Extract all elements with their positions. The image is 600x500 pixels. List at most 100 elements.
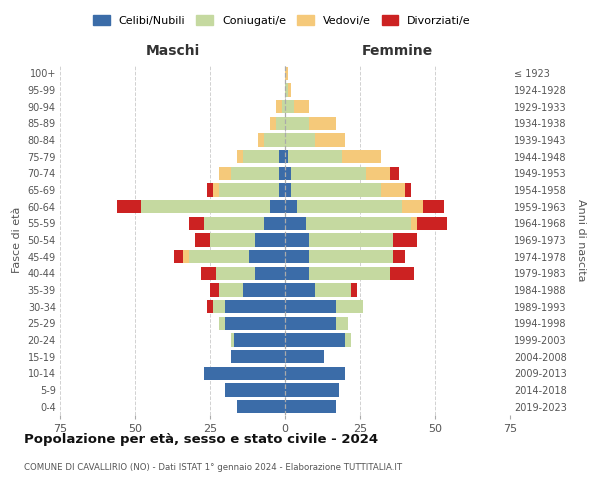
Bar (189, 216, 204, 230)
Bar (285, 66, 288, 80)
Bar (225, 300, 285, 314)
Bar (207, 184, 213, 196)
Bar (285, 150, 288, 164)
Bar (249, 250, 285, 264)
Bar (390, 166, 399, 180)
Bar (201, 266, 216, 280)
Bar (231, 334, 234, 346)
Bar (393, 250, 405, 264)
Bar (216, 266, 255, 280)
Bar (285, 284, 315, 296)
Bar (255, 234, 285, 246)
Bar (204, 366, 285, 380)
Bar (366, 166, 390, 180)
Bar (288, 84, 291, 96)
Bar (213, 184, 219, 196)
Bar (270, 116, 276, 130)
Bar (219, 184, 279, 196)
Bar (279, 166, 285, 180)
Bar (210, 284, 219, 296)
Bar (402, 200, 423, 213)
Bar (405, 184, 411, 196)
Bar (117, 200, 141, 213)
Bar (183, 250, 189, 264)
Bar (219, 166, 231, 180)
Bar (411, 216, 417, 230)
Bar (390, 266, 414, 280)
Bar (297, 200, 402, 213)
Text: COMUNE DI CAVALLIRIO (NO) - Dati ISTAT 1° gennaio 2024 - Elaborazione TUTTITALIA: COMUNE DI CAVALLIRIO (NO) - Dati ISTAT 1… (24, 462, 402, 471)
Bar (195, 234, 210, 246)
Bar (285, 250, 309, 264)
Bar (243, 284, 285, 296)
Y-axis label: Anni di nascita: Anni di nascita (577, 198, 586, 281)
Bar (285, 366, 345, 380)
Bar (282, 100, 285, 114)
Bar (294, 100, 309, 114)
Bar (285, 134, 315, 146)
Bar (210, 234, 255, 246)
Bar (381, 184, 405, 196)
Bar (336, 316, 348, 330)
Bar (345, 334, 351, 346)
Bar (291, 166, 366, 180)
Bar (279, 184, 285, 196)
Bar (243, 150, 279, 164)
Bar (393, 234, 417, 246)
Bar (336, 300, 363, 314)
Bar (285, 316, 336, 330)
Bar (276, 100, 282, 114)
Bar (189, 250, 249, 264)
Bar (315, 284, 351, 296)
Bar (276, 116, 285, 130)
Bar (285, 400, 336, 413)
Bar (237, 150, 243, 164)
Bar (174, 250, 183, 264)
Bar (285, 300, 336, 314)
Bar (309, 234, 393, 246)
Bar (285, 116, 309, 130)
Bar (285, 200, 297, 213)
Bar (219, 316, 225, 330)
Bar (264, 216, 285, 230)
Bar (225, 384, 285, 396)
Bar (306, 216, 411, 230)
Bar (207, 300, 213, 314)
Bar (291, 184, 381, 196)
Bar (231, 350, 285, 364)
Legend: Celibi/Nubili, Coniugati/e, Vedovi/e, Divorziati/e: Celibi/Nubili, Coniugati/e, Vedovi/e, Di… (89, 10, 475, 30)
Bar (288, 150, 342, 164)
Bar (285, 84, 288, 96)
Bar (141, 200, 270, 213)
Bar (342, 150, 381, 164)
Bar (309, 250, 393, 264)
Bar (315, 134, 345, 146)
Bar (264, 134, 285, 146)
Bar (204, 216, 264, 230)
Bar (285, 334, 345, 346)
Text: Maschi: Maschi (145, 44, 200, 59)
Bar (231, 166, 279, 180)
Text: Femmine: Femmine (362, 44, 433, 59)
Bar (423, 200, 444, 213)
Text: Popolazione per età, sesso e stato civile - 2024: Popolazione per età, sesso e stato civil… (24, 432, 378, 446)
Bar (285, 234, 309, 246)
Bar (219, 284, 243, 296)
Bar (285, 384, 339, 396)
Bar (225, 316, 285, 330)
Bar (285, 100, 294, 114)
Bar (285, 166, 291, 180)
Bar (213, 300, 225, 314)
Bar (285, 350, 324, 364)
Bar (285, 216, 306, 230)
Y-axis label: Fasce di età: Fasce di età (12, 207, 22, 273)
Bar (258, 134, 264, 146)
Bar (285, 266, 309, 280)
Bar (237, 400, 285, 413)
Bar (309, 266, 390, 280)
Bar (234, 334, 285, 346)
Bar (255, 266, 285, 280)
Bar (270, 200, 285, 213)
Bar (417, 216, 447, 230)
Bar (279, 150, 285, 164)
